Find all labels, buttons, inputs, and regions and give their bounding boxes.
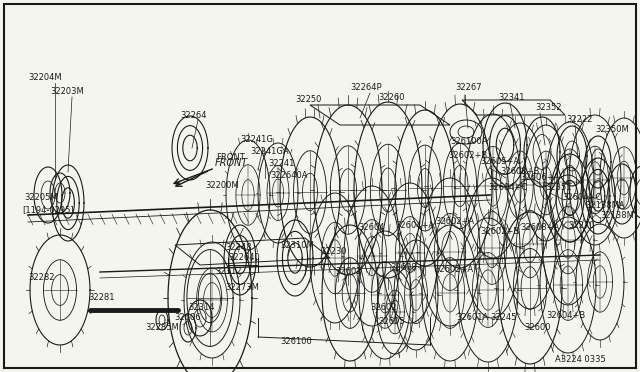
Text: A3224 0335: A3224 0335: [555, 356, 605, 365]
Text: 32138MA: 32138MA: [585, 201, 625, 209]
Text: 32351: 32351: [545, 183, 572, 192]
Text: 32604: 32604: [358, 224, 385, 232]
Text: 32241G: 32241G: [240, 135, 273, 144]
Text: 32604+C: 32604+C: [488, 183, 527, 192]
Text: 32608+B: 32608+B: [500, 167, 540, 176]
Text: 32310M: 32310M: [280, 241, 314, 250]
Text: 32608+A: 32608+A: [520, 224, 559, 232]
Text: 32205M: 32205M: [24, 193, 58, 202]
Text: 32264P: 32264P: [350, 83, 381, 93]
Text: [1194-0295]: [1194-0295]: [22, 205, 74, 215]
Text: 32602+A: 32602+A: [434, 266, 473, 275]
Text: 32604+A: 32604+A: [395, 221, 434, 230]
Text: 32241GA: 32241GA: [250, 148, 289, 157]
Text: 32312: 32312: [215, 267, 241, 276]
Text: 32200M: 32200M: [205, 182, 239, 190]
Text: 32602+B: 32602+B: [448, 151, 487, 160]
Text: 32604+C: 32604+C: [562, 193, 601, 202]
Text: 32250: 32250: [295, 96, 321, 105]
Text: 32270: 32270: [568, 221, 595, 230]
Text: 32606+A: 32606+A: [520, 173, 559, 183]
Text: 32350M: 32350M: [595, 125, 628, 135]
Text: 32341: 32341: [498, 93, 525, 103]
Text: 32602+A: 32602+A: [435, 218, 474, 227]
Text: 32605+A: 32605+A: [480, 157, 519, 167]
Text: 322640A: 322640A: [270, 171, 307, 180]
Text: 32605: 32605: [378, 317, 404, 327]
Text: 32602: 32602: [335, 267, 362, 276]
Text: 32608: 32608: [390, 263, 417, 273]
Text: 32273M: 32273M: [225, 283, 259, 292]
Text: 32602+B: 32602+B: [480, 228, 519, 237]
Text: 32314: 32314: [188, 304, 214, 312]
Text: 32601A: 32601A: [456, 314, 488, 323]
Text: 32138M: 32138M: [600, 211, 634, 219]
Text: 32260: 32260: [378, 93, 404, 103]
Text: FRONT: FRONT: [215, 158, 248, 168]
Text: 326100: 326100: [280, 337, 312, 346]
Text: 32203M: 32203M: [50, 87, 84, 96]
Text: 32245: 32245: [490, 314, 516, 323]
Text: 32606: 32606: [174, 314, 200, 323]
Text: FRONT: FRONT: [216, 154, 244, 163]
Text: 32281: 32281: [88, 294, 115, 302]
Text: 32230: 32230: [320, 247, 346, 257]
Text: 32204M: 32204M: [28, 74, 61, 83]
Text: 32248: 32248: [225, 244, 252, 253]
Text: 32222: 32222: [566, 115, 593, 125]
Text: 32602: 32602: [370, 304, 397, 312]
Text: 32604+B: 32604+B: [546, 311, 585, 320]
Text: 322640: 322640: [228, 253, 260, 263]
Text: 32241: 32241: [268, 160, 294, 169]
Text: 32285M: 32285M: [145, 324, 179, 333]
Text: 326100A: 326100A: [450, 138, 488, 147]
Text: 32264: 32264: [180, 110, 207, 119]
Text: 32267: 32267: [455, 83, 482, 93]
Text: 32352: 32352: [535, 103, 561, 112]
Text: 32282: 32282: [28, 273, 54, 282]
Text: 32600: 32600: [524, 324, 550, 333]
